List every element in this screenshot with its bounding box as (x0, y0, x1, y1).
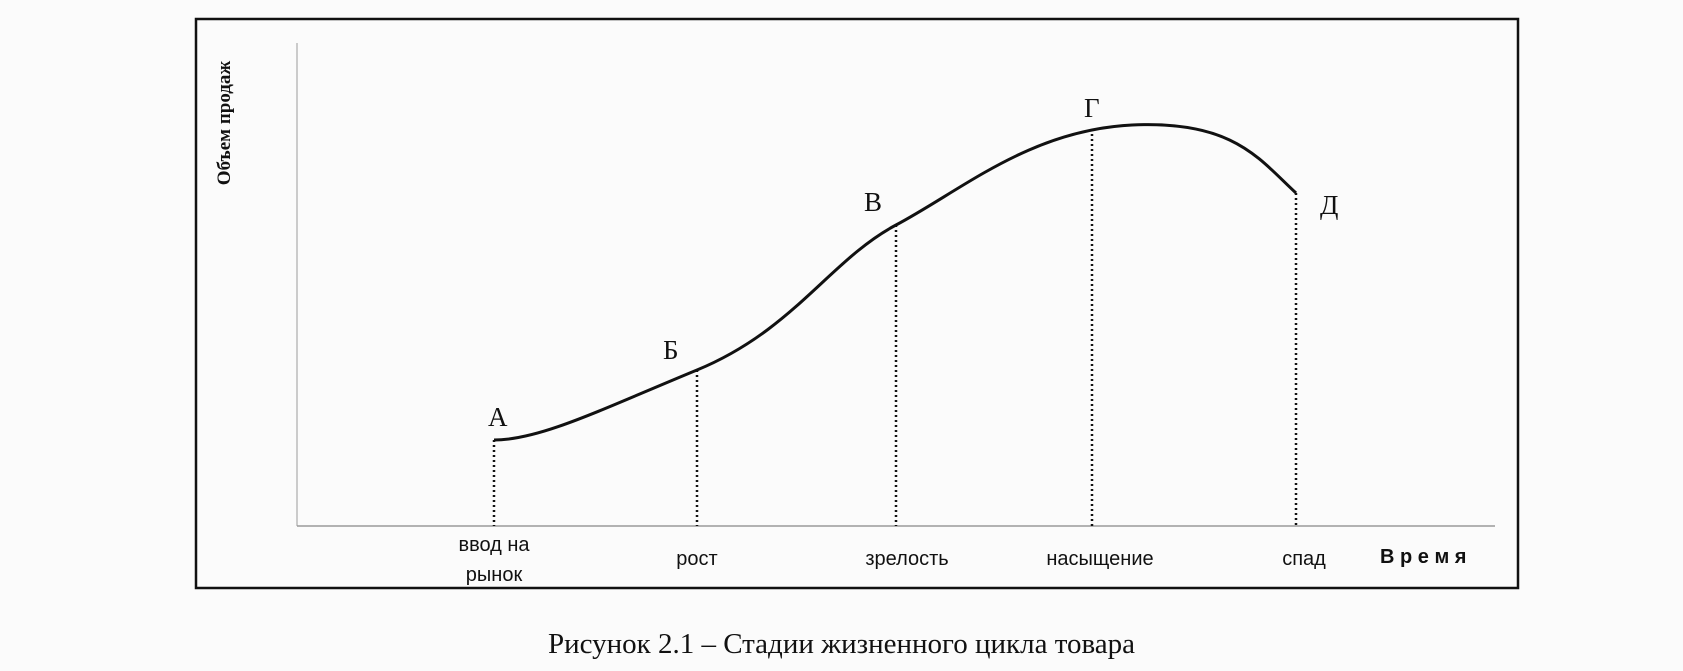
stage-label: зрелость (865, 548, 949, 570)
caption: Рисунок 2.1 – Стадии жизненного цикла то… (547, 628, 1136, 660)
stage-label: насыщение (1046, 548, 1154, 570)
stage-dividers (492, 129, 1298, 526)
point-label: Д (1320, 190, 1339, 220)
point-label: Г (1084, 93, 1100, 123)
label-area: ввод на рынок (196, 19, 1518, 588)
point-label: А (488, 402, 508, 432)
x-axis-label: В р е м я (1380, 546, 1467, 568)
frame (194, 17, 1520, 590)
stage-label: спад (1282, 548, 1326, 570)
point-label: В (864, 187, 883, 217)
stage-label: ввод на рынок (458, 534, 530, 586)
point-label: Б (663, 335, 679, 365)
stage-label: рост (676, 548, 718, 570)
